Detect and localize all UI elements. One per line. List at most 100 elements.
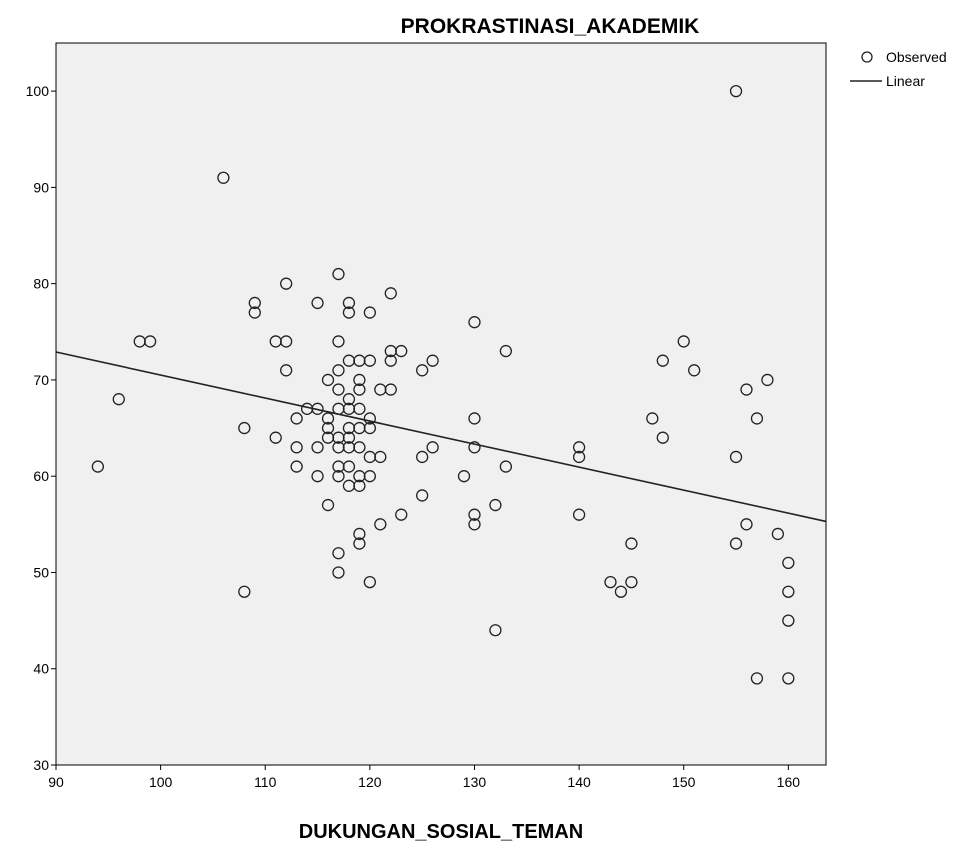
x-tick-label: 160 [777,774,801,790]
legend-observed-label: Observed [886,49,947,65]
legend: Observed Linear [850,49,947,89]
plot-frame [55,42,827,766]
data-point [761,373,774,387]
y-tick-label: 100 [26,83,50,99]
data-point [656,354,669,367]
data-point [395,344,408,358]
data-point [750,412,764,425]
data-point [782,585,795,598]
data-point [353,527,366,541]
y-tick-label: 80 [33,276,49,292]
plot-area [56,43,826,765]
data-point [321,421,335,435]
data-point [353,441,366,454]
data-point [468,441,481,454]
data-point [468,412,481,425]
legend-observed-marker [861,51,873,63]
scatter-points-layer [91,84,795,685]
data-point [499,460,513,473]
data-point [572,508,586,521]
data-point [750,672,764,685]
data-point [395,508,408,521]
data-point [782,556,795,569]
data-point [311,402,324,415]
data-point [332,267,345,281]
data-point [353,479,366,492]
data-point [625,575,638,589]
data-point [363,354,377,367]
data-point [688,364,701,377]
data-point [342,431,356,444]
data-point [332,470,345,483]
data-point [248,296,261,310]
legend-linear-label: Linear [886,73,925,89]
x-tick-label: 150 [672,774,696,790]
data-point [280,277,293,290]
data-point [353,373,366,387]
x-tick-label: 90 [48,774,64,790]
y-tick-label: 40 [33,661,49,677]
data-point [416,364,429,377]
x-tick-label: 130 [463,774,487,790]
data-point [311,296,324,310]
data-point [342,393,356,406]
data-point [280,364,293,377]
data-point [363,421,377,435]
data-point [112,393,125,406]
chart-title: PROKRASTINASI_AKADEMIK [401,15,700,38]
linear-fit-line [55,351,827,523]
data-point [363,470,377,483]
y-axis: 30 40 50 60 70 80 90 100 [26,83,56,773]
data-point [290,460,303,473]
y-tick-label: 60 [33,468,49,484]
x-axis-title: DUKUNGAN_SOSIAL_TEMAN [299,821,583,843]
data-point [217,171,230,184]
data-point [625,537,638,550]
data-point [342,460,356,473]
data-point [248,306,261,319]
x-axis: 90 100 110 120 130 140 150 160 [48,765,800,790]
data-point [321,412,335,425]
data-point [238,421,251,435]
data-point [426,354,439,367]
data-point [280,335,293,348]
data-point [771,527,785,541]
data-point [499,344,513,358]
data-point [782,672,795,685]
data-point [332,383,345,396]
data-point [677,335,690,348]
data-point [614,585,628,598]
data-point [332,335,345,348]
data-point [740,383,753,396]
data-point [489,498,502,512]
y-tick-label: 50 [33,564,49,580]
data-point [384,383,397,396]
data-point [353,383,366,396]
data-point [656,431,669,444]
data-point [332,566,345,579]
regression-line-layer [55,351,827,523]
data-point [269,431,282,444]
y-tick-label: 70 [33,372,49,388]
data-point [321,373,335,387]
data-point [416,450,429,464]
data-point [363,306,377,319]
data-point [604,575,617,589]
data-point [363,412,377,425]
data-point [91,460,104,473]
data-point [572,450,586,464]
data-point [572,441,586,454]
data-point [384,287,397,300]
data-point [353,537,366,550]
data-point [332,547,345,560]
y-tick-label: 30 [33,757,49,773]
data-point [144,335,157,348]
data-point [321,498,335,512]
data-point [729,84,743,98]
data-point [311,441,324,454]
data-point [384,354,397,367]
data-point [426,441,439,454]
data-point [646,412,659,425]
data-point [374,450,387,464]
